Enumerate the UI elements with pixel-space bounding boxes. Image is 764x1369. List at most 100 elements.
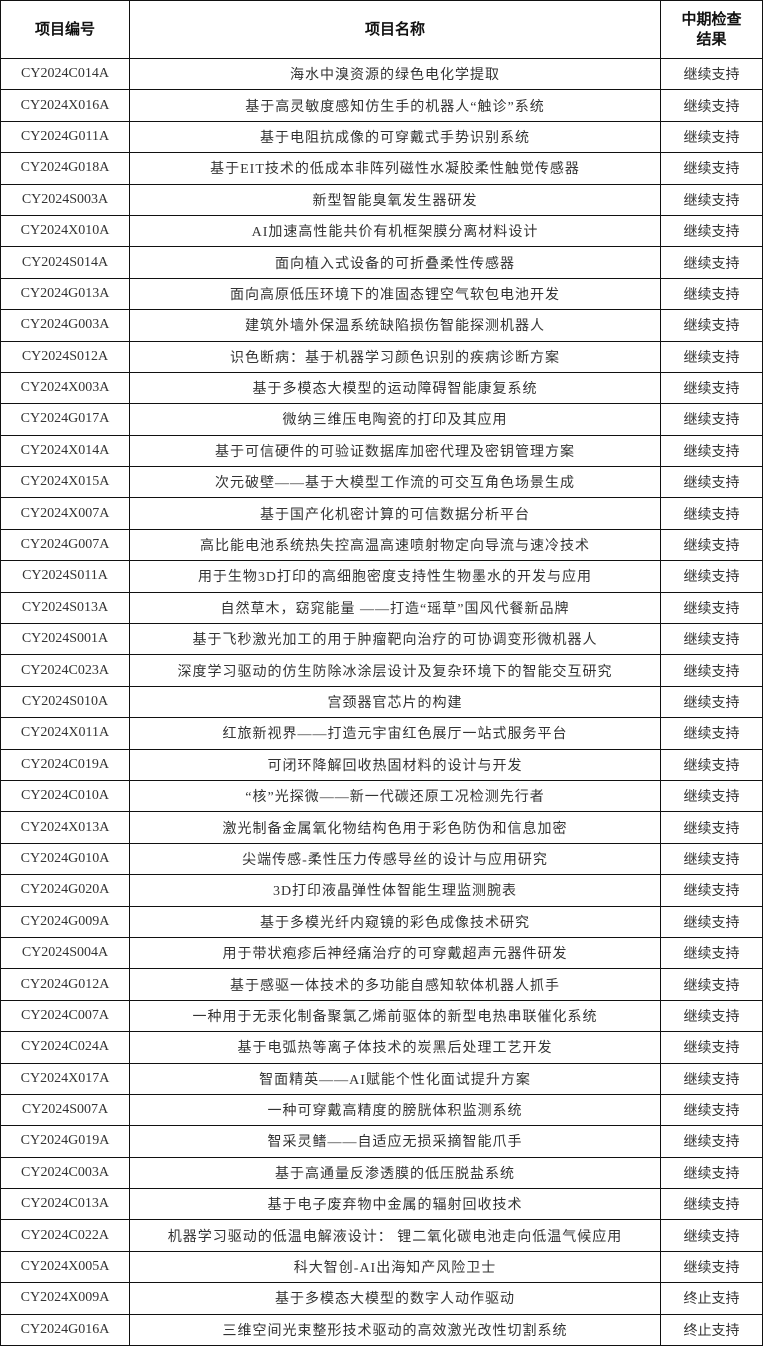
- project-name-cell: 基于多模光纤内窥镜的彩色成像技术研究: [129, 905, 661, 938]
- header-result-line2: 结果: [696, 31, 727, 48]
- project-id-cell: CY2024S013A: [0, 591, 130, 625]
- project-name-cell: 用于生物3D打印的高细胞密度支持性生物墨水的开发与应用: [129, 560, 661, 593]
- project-id-cell: CY2024X005A: [0, 1250, 130, 1284]
- result-cell: 继续支持: [660, 999, 763, 1033]
- result-cell: 继续支持: [660, 654, 763, 687]
- project-id-cell: CY2024S004A: [0, 936, 130, 970]
- project-name-cell: AI加速高性能共价有机框架膜分离材料设计: [129, 214, 661, 248]
- project-id-cell: CY2024C019A: [0, 748, 130, 781]
- header-project-id: 项目编号: [0, 0, 130, 59]
- project-name-cell: 智面精英——AI赋能个性化面试提升方案: [129, 1062, 661, 1095]
- project-name-cell: 红旅新视界——打造元宇宙红色展厅一站式服务平台: [129, 717, 661, 750]
- result-cell: 继续支持: [660, 1031, 763, 1064]
- table-row: CY2024G018A 基于EIT技术的低成本非阵列磁性水凝胶柔性触觉传感器 继续支…: [0, 152, 763, 185]
- project-id-cell: CY2024S012A: [0, 340, 130, 373]
- result-cell: 继续支持: [660, 89, 763, 122]
- table-row: CY2024G012A 基于感驱一体技术的多功能自感知软体机器人抓手 继续支持: [0, 968, 763, 1001]
- project-name-cell: 尖端传感-柔性压力传感导丝的设计与应用研究: [129, 842, 661, 876]
- table-row: CY2024X003A 基于多模态大模型的运动障碍智能康复系统 继续支持: [0, 371, 763, 405]
- result-cell: 继续支持: [660, 1188, 763, 1221]
- table-row: CY2024C023A 深度学习驱动的仿生防除冰涂层设计及复杂环境下的智能交互研究…: [0, 654, 763, 687]
- result-cell: 继续支持: [660, 466, 763, 499]
- table-row: CY2024X013A 激光制备金属氧化物结构色用于彩色防伪和信息加密 继续支持: [0, 811, 763, 844]
- table-row: CY2024C014A 海水中溴资源的绿色电化学提取 继续支持: [0, 57, 763, 91]
- table-row: CY2024C010A “核”光探微——新一代碳还原工况检测先行者 继续支持: [0, 779, 763, 813]
- project-id-cell: CY2024G019A: [0, 1125, 130, 1158]
- project-name-cell: 可闭环降解回收热固材料的设计与开发: [129, 748, 661, 781]
- project-name-cell: 智采灵鳍——自适应无损采摘智能爪手: [129, 1125, 661, 1158]
- project-id-cell: CY2024G017A: [0, 403, 130, 436]
- result-cell: 继续支持: [660, 936, 763, 970]
- project-name-cell: 高比能电池系统热失控高温高速喷射物定向导流与速冷技术: [129, 528, 661, 562]
- result-cell: 继续支持: [660, 1062, 763, 1095]
- table-row: CY2024G017A 微纳三维压电陶瓷的打印及其应用 继续支持: [0, 403, 763, 436]
- result-cell: 继续支持: [660, 497, 763, 530]
- project-name-cell: 基于EIT技术的低成本非阵列磁性水凝胶柔性触觉传感器: [129, 152, 661, 185]
- project-name-cell: 识色断病：基于机器学习颜色识别的疾病诊断方案: [129, 340, 661, 373]
- result-cell: 继续支持: [660, 905, 763, 938]
- project-name-cell: 面向植入式设备的可折叠柔性传感器: [129, 246, 661, 279]
- project-id-cell: CY2024C022A: [0, 1219, 130, 1252]
- table-row: CY2024X007A 基于国产化机密计算的可信数据分析平台 继续支持: [0, 497, 763, 530]
- project-id-cell: CY2024S014A: [0, 246, 130, 279]
- project-id-cell: CY2024X017A: [0, 1062, 130, 1095]
- header-project-name: 项目名称: [129, 0, 661, 59]
- project-name-cell: 基于高灵敏度感知仿生手的机器人“触诊”系统: [129, 89, 661, 122]
- project-name-cell: 科大智创-AI出海知产风险卫士: [129, 1250, 661, 1284]
- table-row: CY2024G019A 智采灵鳍——自适应无损采摘智能爪手 继续支持: [0, 1125, 763, 1158]
- project-id-cell: CY2024X016A: [0, 89, 130, 122]
- table-row: CY2024X011A 红旅新视界——打造元宇宙红色展厅一站式服务平台 继续支持: [0, 717, 763, 750]
- result-cell: 继续支持: [660, 309, 763, 342]
- table-row: CY2024G016A 三维空间光束整形技术驱动的高效激光改性切割系统 终止支持: [0, 1313, 763, 1347]
- table-row: CY2024C022A 机器学习驱动的低温电解液设计： 锂二氧化碳电池走向低温气候…: [0, 1219, 763, 1252]
- result-cell: 继续支持: [660, 371, 763, 405]
- project-id-cell: CY2024X010A: [0, 214, 130, 248]
- result-cell: 继续支持: [660, 1250, 763, 1284]
- table-row: CY2024G003A 建筑外墙外保温系统缺陷损伤智能探测机器人 继续支持: [0, 309, 763, 342]
- project-id-cell: CY2024S001A: [0, 623, 130, 656]
- table-row: CY2024S011A 用于生物3D打印的高细胞密度支持性生物墨水的开发与应用 继续…: [0, 560, 763, 593]
- table-row: CY2024C019A 可闭环降解回收热固材料的设计与开发 继续支持: [0, 748, 763, 781]
- project-id-cell: CY2024X009A: [0, 1282, 130, 1315]
- project-name-cell: 基于电弧热等离子体技术的炭黑后处理工艺开发: [129, 1031, 661, 1064]
- project-id-cell: CY2024X014A: [0, 434, 130, 468]
- table-row: CY2024G007A 高比能电池系统热失控高温高速喷射物定向导流与速冷技术 继续支…: [0, 528, 763, 562]
- project-id-cell: CY2024G009A: [0, 905, 130, 938]
- result-cell: 继续支持: [660, 340, 763, 373]
- project-name-cell: 基于高通量反渗透膜的低压脱盐系统: [129, 1156, 661, 1190]
- result-cell: 继续支持: [660, 1219, 763, 1252]
- project-name-cell: “核”光探微——新一代碳还原工况检测先行者: [129, 779, 661, 813]
- table-row: CY2024S007A 一种可穿戴高精度的膀胱体积监测系统 继续支持: [0, 1093, 763, 1127]
- result-cell: 继续支持: [660, 277, 763, 311]
- result-cell: 继续支持: [660, 685, 763, 719]
- table-row: CY2024S014A 面向植入式设备的可折叠柔性传感器 继续支持: [0, 246, 763, 279]
- table-row: CY2024X016A 基于高灵敏度感知仿生手的机器人“触诊”系统 继续支持: [0, 89, 763, 122]
- project-id-cell: CY2024X011A: [0, 717, 130, 750]
- project-name-cell: 一种可穿戴高精度的膀胱体积监测系统: [129, 1093, 661, 1127]
- header-midterm-result: 中期检查 结果: [660, 0, 763, 59]
- table-row: CY2024G013A 面向高原低压环境下的准固态锂空气软包电池开发 继续支持: [0, 277, 763, 311]
- table-row: CY2024X009A 基于多模态大模型的数字人动作驱动 终止支持: [0, 1282, 763, 1315]
- project-id-cell: CY2024X013A: [0, 811, 130, 844]
- table-row: CY2024S003A 新型智能臭氧发生器研发 继续支持: [0, 183, 763, 216]
- result-cell: 继续支持: [660, 591, 763, 625]
- project-name-cell: 基于飞秒激光加工的用于肿瘤靶向治疗的可协调变形微机器人: [129, 623, 661, 656]
- result-cell: 继续支持: [660, 1125, 763, 1158]
- project-id-cell: CY2024S010A: [0, 685, 130, 719]
- result-cell: 继续支持: [660, 1156, 763, 1190]
- project-id-cell: CY2024C010A: [0, 779, 130, 813]
- result-cell: 继续支持: [660, 560, 763, 593]
- project-name-cell: 一种用于无汞化制备聚氯乙烯前驱体的新型电热串联催化系统: [129, 999, 661, 1033]
- result-cell: 继续支持: [660, 403, 763, 436]
- project-name-cell: 基于多模态大模型的数字人动作驱动: [129, 1282, 661, 1315]
- table-row: CY2024G020A 3D打印液晶弹性体智能生理监测腕表 继续支持: [0, 874, 763, 907]
- table-row: CY2024S001A 基于飞秒激光加工的用于肿瘤靶向治疗的可协调变形微机器人 继续…: [0, 623, 763, 656]
- project-id-cell: CY2024G018A: [0, 152, 130, 185]
- project-id-cell: CY2024G013A: [0, 277, 130, 311]
- project-name-cell: 用于带状疱疹后神经痛治疗的可穿戴超声元器件研发: [129, 936, 661, 970]
- result-cell: 继续支持: [660, 183, 763, 216]
- table-body: CY2024C014A 海水中溴资源的绿色电化学提取 继续支持 CY2024X016A…: [0, 57, 763, 1347]
- project-name-cell: 次元破壁——基于大模型工作流的可交互角色场景生成: [129, 466, 661, 499]
- project-name-cell: 基于多模态大模型的运动障碍智能康复系统: [129, 371, 661, 405]
